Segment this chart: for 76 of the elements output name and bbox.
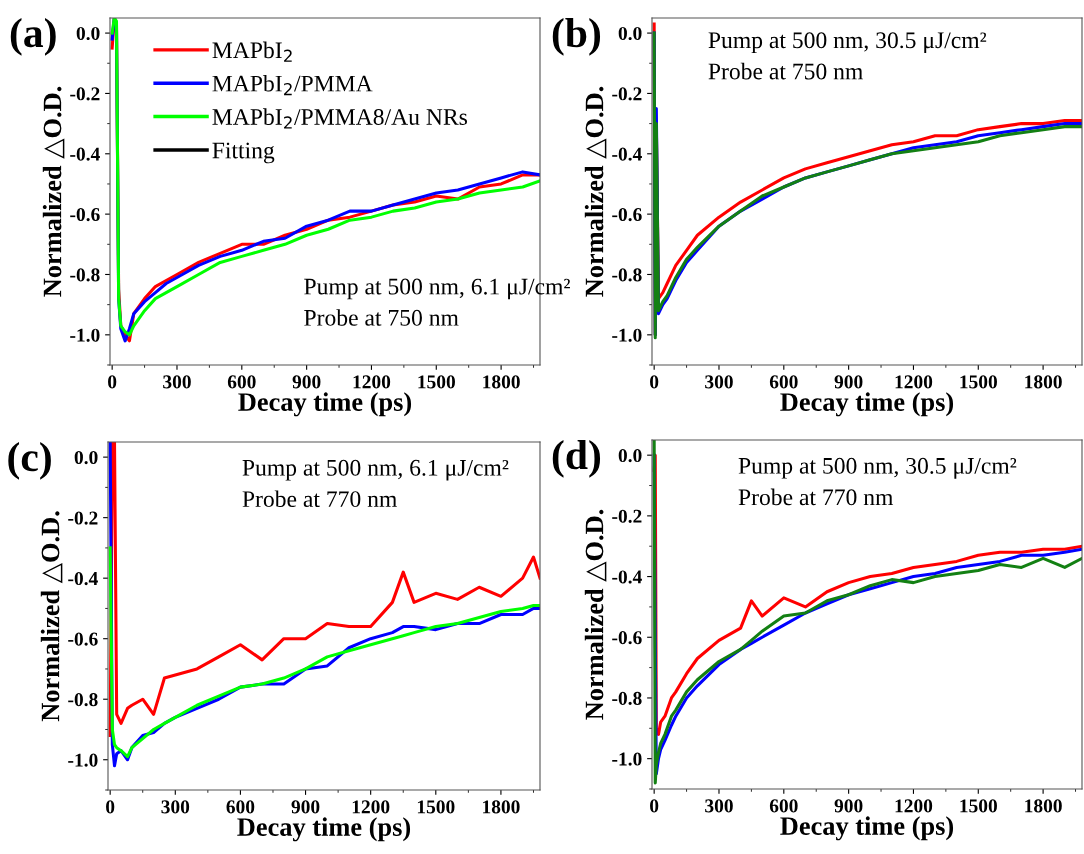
y-tick-label: -0.2 xyxy=(612,509,642,523)
x-axis-title: Decay time (ps) xyxy=(238,392,412,417)
annotation: Pump at 500 nm, 30.5 μJ/cm² xyxy=(708,32,987,53)
annotation: Pump at 500 nm, 6.1 μJ/cm² xyxy=(304,278,570,300)
x-tick-label: 1800 xyxy=(483,800,520,814)
text: (a) xyxy=(10,18,56,56)
x-tick-label: 300 xyxy=(705,375,733,389)
x-axis-title: Decay time (ps) xyxy=(237,817,411,842)
x-tick-label: 1500 xyxy=(418,375,455,389)
y-tick-label: -0.4 xyxy=(612,570,642,584)
x-tick-label: 300 xyxy=(705,799,733,813)
x-axis-title: Decay time (ps) xyxy=(780,816,954,841)
legend-label: MAPbI$_{2}$/PMMA8/Au NRs xyxy=(212,108,467,129)
x-tick-label: 1800 xyxy=(483,375,520,389)
y-tick-label: -0.6 xyxy=(612,207,642,222)
x-tick-label: 0 xyxy=(108,375,117,389)
y-tick-label: -0.8 xyxy=(68,693,98,707)
x-tick-label: 1500 xyxy=(417,800,455,814)
x-axis-title: Decay time (ps) xyxy=(780,392,954,417)
x-tick-label: 300 xyxy=(161,800,190,814)
x-tick-label: 900 xyxy=(834,799,863,813)
y-tick-label: -0.8 xyxy=(70,268,100,282)
y-tick-label: -0.8 xyxy=(612,691,642,705)
y-tick-label: -0.4 xyxy=(612,147,642,161)
y-tick-label: -1.0 xyxy=(612,752,642,766)
y-tick-label: -1.0 xyxy=(70,328,100,342)
y-axis-title: Normalized △O.D. xyxy=(584,509,607,720)
x-tick-label: 1200 xyxy=(352,800,390,814)
x-tick-label: 0 xyxy=(106,800,115,814)
y-tick-label: -0.4 xyxy=(70,147,100,161)
legend-label: MAPbI$_{2}$/PMMA xyxy=(212,74,373,96)
text: (d) xyxy=(552,440,601,478)
x-tick-label: 1800 xyxy=(1025,799,1062,813)
x-tick-label: 600 xyxy=(227,375,256,389)
y-tick-label: -0.6 xyxy=(68,632,98,646)
x-tick-label: 900 xyxy=(834,375,863,389)
y-tick-label: -0.6 xyxy=(612,631,642,645)
y-tick-label: -0.8 xyxy=(612,268,642,282)
x-tick-label: 300 xyxy=(163,375,191,389)
x-tick-label: 1800 xyxy=(1025,375,1062,389)
annotation: Pump at 500 nm, 6.1 μJ/cm² xyxy=(242,459,509,481)
x-tick-label: 0 xyxy=(650,375,659,389)
y-tick-label: -0.6 xyxy=(70,207,100,222)
annotation: Probe at 770 nm xyxy=(242,490,397,508)
y-tick-label: 0.0 xyxy=(76,26,100,41)
annotation: Pump at 500 nm, 30.5 μJ/cm² xyxy=(738,457,1017,479)
x-tick-label: 600 xyxy=(226,800,255,814)
y-tick-label: -0.2 xyxy=(70,87,100,101)
text: (b) xyxy=(552,18,601,56)
y-tick-label: -0.2 xyxy=(612,87,642,101)
annotation: Probe at 770 nm xyxy=(738,488,894,506)
x-tick-label: 1200 xyxy=(895,799,933,813)
y-axis-title: Normalized △O.D. xyxy=(42,86,65,297)
x-tick-label: 1500 xyxy=(960,799,997,813)
annotation: Probe at 750 nm xyxy=(708,62,863,80)
y-tick-label: 0.0 xyxy=(618,26,642,41)
y-axis-title: Normalized △O.D. xyxy=(584,86,607,297)
x-tick-label: 900 xyxy=(292,375,321,389)
y-tick-label: -0.4 xyxy=(68,571,98,586)
x-tick-label: 1200 xyxy=(353,375,391,389)
x-tick-label: 1500 xyxy=(960,375,997,389)
x-tick-label: 600 xyxy=(769,799,798,813)
y-tick-label: 0.0 xyxy=(74,450,98,465)
y-tick-label: 0.0 xyxy=(618,448,642,463)
legend-label: Fitting xyxy=(212,142,275,164)
legend-label: MAPbI$_{2}$ xyxy=(212,41,292,62)
annotation: Probe at 750 nm xyxy=(304,309,459,326)
x-tick-label: 1200 xyxy=(895,375,933,389)
y-tick-label: -1.0 xyxy=(612,328,642,342)
x-tick-label: 900 xyxy=(291,800,320,814)
y-axis-title: Normalized △O.D. xyxy=(40,511,63,722)
x-tick-label: 0 xyxy=(650,799,659,813)
y-tick-label: -0.2 xyxy=(68,511,98,525)
y-tick-label: -1.0 xyxy=(68,753,98,767)
x-tick-label: 600 xyxy=(769,375,798,389)
text: (c) xyxy=(8,442,51,480)
